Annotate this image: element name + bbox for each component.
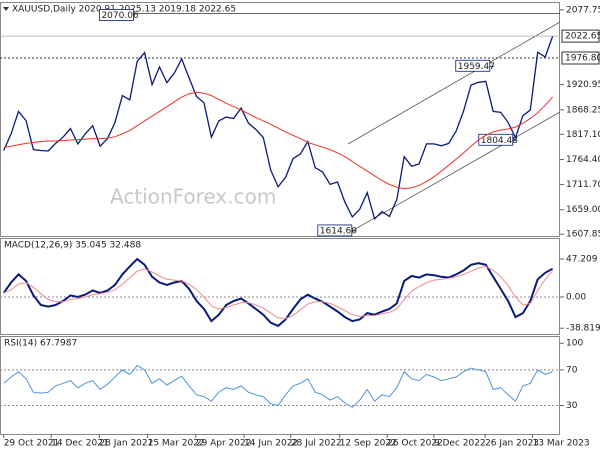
y-tick-label: 2077.75 [566, 5, 600, 15]
price-panel [0, 2, 560, 237]
y-tick-label: 100 [566, 339, 583, 349]
y-tick-label: 30 [566, 401, 578, 411]
series-line [3, 364, 553, 408]
x-tick-label: 15 Mar 2022 [148, 439, 205, 449]
level-label: 1976.80 [565, 54, 600, 64]
y-tick-label: 1817.10 [566, 130, 600, 140]
x-tick-label: 28 Jan 2022 [99, 439, 153, 449]
level-box [561, 51, 600, 65]
annotation-label: 2070.06 [101, 11, 138, 21]
x-tick-label: 12 Sep 2022 [340, 439, 397, 449]
annotation-box [317, 224, 353, 237]
x-tick-label: 9 Dec 2022 [434, 439, 486, 449]
x-tick-label: 14 Dec 2021 [51, 439, 108, 449]
x-tick-label: 29 Apr 2022 [196, 439, 252, 449]
x-tick-label: 13 Mar 2023 [533, 439, 590, 449]
macd-title: MACD(12,26,9) 35.045 32.488 [4, 241, 141, 251]
annotation-label: 1959.47 [458, 62, 495, 72]
y-tick-label: 1920.95 [566, 80, 600, 90]
y-tick-label: 1764.40 [566, 155, 600, 165]
y-tick-label: 70 [566, 365, 578, 375]
annotation-box [99, 9, 134, 21]
channel-upper [347, 21, 561, 145]
x-tick-label: 29 Oct 2021 [4, 439, 60, 449]
x-tick-label: 26 Oct 2022 [387, 439, 443, 449]
series-line [3, 265, 553, 320]
x-tick-label: 26 Jan 2023 [485, 439, 539, 449]
series-line [3, 36, 554, 221]
annotation-box [455, 59, 491, 72]
current-price-box [561, 29, 600, 43]
x-tick-label: 14 Jun 2022 [244, 439, 298, 449]
current-price-label: 2022.65 [565, 32, 600, 42]
macd-panel [0, 238, 560, 335]
series-line [3, 91, 553, 190]
annotation-label: 1804.48 [481, 136, 518, 146]
series-line [2, 257, 554, 328]
y-tick-label: 0.00 [566, 292, 586, 302]
watermark: ActionForex.com [110, 185, 276, 209]
rsi-title: RSI(14) 67.7987 [4, 339, 77, 349]
y-tick-label: 1607.85 [566, 230, 600, 240]
y-tick-label: 1711.70 [566, 180, 600, 190]
y-tick-label: -38.819 [566, 324, 600, 334]
title-icon [3, 7, 9, 11]
x-tick-label: 28 Jul 2022 [291, 439, 342, 449]
annotation-label: 1614.60 [320, 226, 357, 236]
y-tick-label: 47.209 [566, 254, 598, 264]
y-tick-label: 1659.00 [566, 205, 600, 215]
y-tick-label: 1868.25 [566, 105, 600, 115]
rsi-panel [0, 336, 560, 435]
channel-lower [349, 111, 561, 233]
